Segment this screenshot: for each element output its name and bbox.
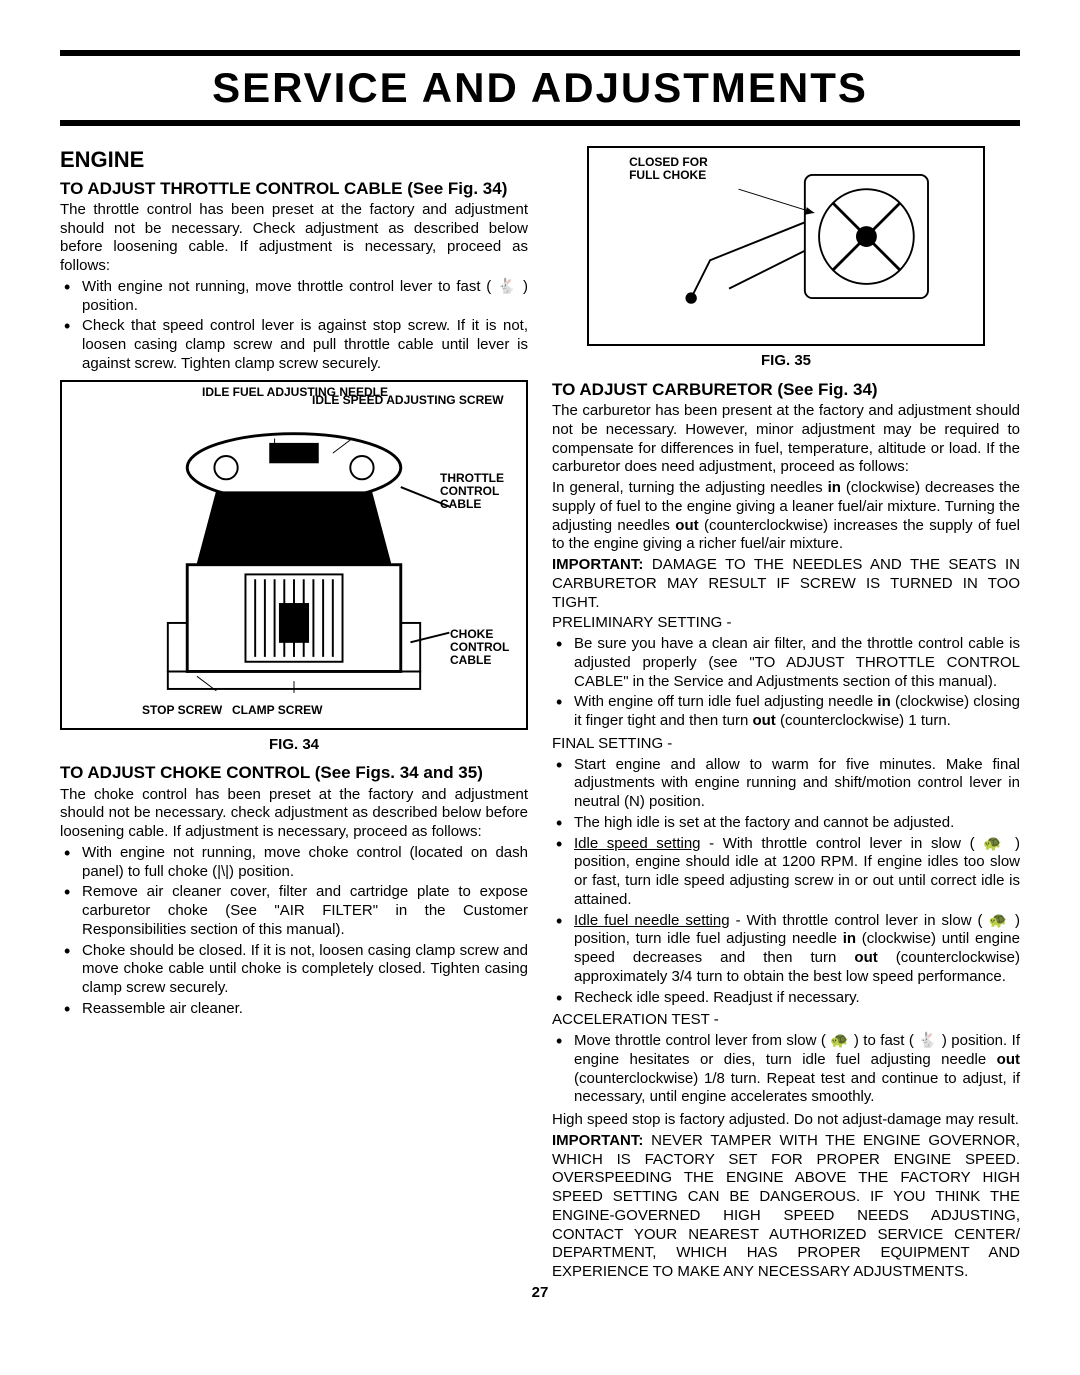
choke-bullets: With engine not running, move choke cont… (60, 844, 528, 1019)
content-columns: ENGINE TO ADJUST THROTTLE CONTROL CABLE … (60, 146, 1020, 1284)
carb-important1: IMPORTANT: DAMAGE TO THE NEEDLES AND THE… (552, 556, 1020, 612)
important2-text: NEVER TAMPER WITH THE ENGINE GOVERNOR, W… (552, 1132, 1020, 1280)
important2-label: IMPORTANT: (552, 1132, 643, 1149)
final-b3: Idle speed setting - With throttle contr… (574, 835, 1020, 910)
accel-b1: Move throttle control lever from slow ( … (574, 1032, 1020, 1107)
prelim-b2-in: in (877, 693, 890, 710)
accel-bullets: Move throttle control lever from slow ( … (552, 1032, 1020, 1107)
final-heading: FINAL SETTING - (552, 735, 1020, 754)
fig34-label-throttle-cable: THROTTLE CONTROL CABLE (440, 472, 520, 512)
final-b4: Idle fuel needle setting - With throttle… (574, 912, 1020, 987)
final-b5: Recheck idle speed. Readjust if necessar… (574, 989, 1020, 1008)
carb-general-in: in (828, 479, 841, 496)
carb-general-out: out (675, 517, 698, 534)
final-b4-out: out (854, 949, 877, 966)
prelim-b2-pre: With engine off turn idle fuel adjusting… (574, 693, 877, 710)
carb-heading: TO ADJUST CARBURETOR (See Fig. 34) (552, 379, 1020, 400)
choke-heading: TO ADJUST CHOKE CONTROL (See Figs. 34 an… (60, 762, 528, 783)
carb-general: In general, turning the adjusting needle… (552, 479, 1020, 554)
figure-34: IDLE FUEL ADJUSTING NEEDLE IDLE SPEED AD… (60, 380, 528, 730)
choke-bullet-2: Remove air cleaner cover, filter and car… (82, 883, 528, 939)
final-b4-label: Idle fuel needle setting (574, 912, 730, 929)
choke-diagram-icon (597, 156, 975, 336)
fig34-label-stop-screw: STOP SCREW (142, 704, 222, 717)
final-bullets: Start engine and allow to warm for five … (552, 756, 1020, 1008)
final-b1: Start engine and allow to warm for five … (574, 756, 1020, 812)
fig34-label-choke-cable: CHOKE CONTROL CABLE (450, 628, 520, 668)
title-bar: SERVICE AND ADJUSTMENTS (60, 50, 1020, 126)
left-column: ENGINE TO ADJUST THROTTLE CONTROL CABLE … (60, 146, 528, 1284)
fig34-label-clamp-screw: CLAMP SCREW (232, 704, 322, 717)
choke-bullet-1: With engine not running, move choke cont… (82, 844, 528, 882)
accel-heading: ACCELERATION TEST - (552, 1011, 1020, 1030)
throttle-bullets: With engine not running, move throttle c… (60, 278, 528, 374)
highspeed-para: High speed stop is factory adjusted. Do … (552, 1111, 1020, 1130)
final-b2: The high idle is set at the factory and … (574, 814, 1020, 833)
prelim-heading: PRELIMINARY SETTING - (552, 614, 1020, 633)
throttle-bullet-2: Check that speed control lever is agains… (82, 317, 528, 373)
accel-b1-pre: Move throttle control lever from slow ( … (574, 1032, 1020, 1068)
prelim-b2-out: out (752, 712, 775, 729)
fig35-label: CLOSED FOR FULL CHOKE (629, 156, 719, 182)
choke-bullet-3: Choke should be closed. If it is not, lo… (82, 942, 528, 998)
right-column: CLOSED FOR FULL CHOKE FIG. (552, 146, 1020, 1284)
carb-intro: The carburetor has been present at the f… (552, 402, 1020, 477)
fig35-caption: FIG. 35 (552, 352, 1020, 371)
figure-35: CLOSED FOR FULL CHOKE (587, 146, 985, 346)
choke-bullet-4: Reassemble air cleaner. (82, 1000, 528, 1019)
prelim-b2-post: (counterclockwise) 1 turn. (776, 712, 951, 729)
accel-b1-post: (counterclockwise) 1/8 turn. Repeat test… (574, 1070, 1020, 1106)
prelim-b1: Be sure you have a clean air filter, and… (574, 635, 1020, 691)
final-b4-in: in (843, 930, 856, 947)
carb-important2: IMPORTANT: NEVER TAMPER WITH THE ENGINE … (552, 1132, 1020, 1282)
prelim-b2: With engine off turn idle fuel adjusting… (574, 693, 1020, 731)
page-number: 27 (60, 1284, 1020, 1301)
throttle-heading: TO ADJUST THROTTLE CONTROL CABLE (See Fi… (60, 178, 528, 199)
final-b3-label: Idle speed setting (574, 835, 701, 852)
page-title: SERVICE AND ADJUSTMENTS (60, 56, 1020, 120)
fig34-label-idle-speed: IDLE SPEED ADJUSTING SCREW (312, 394, 504, 407)
carb-general-pre: In general, turning the adjusting needle… (552, 479, 828, 496)
engine-diagram-icon (70, 390, 518, 720)
engine-heading: ENGINE (60, 146, 528, 174)
fig34-caption: FIG. 34 (60, 736, 528, 755)
prelim-bullets: Be sure you have a clean air filter, and… (552, 635, 1020, 731)
accel-b1-out: out (997, 1051, 1020, 1068)
choke-intro: The choke control has been preset at the… (60, 786, 528, 842)
throttle-intro: The throttle control has been preset at … (60, 201, 528, 276)
throttle-bullet-1: With engine not running, move throttle c… (82, 278, 528, 316)
important1-label: IMPORTANT: (552, 556, 643, 573)
